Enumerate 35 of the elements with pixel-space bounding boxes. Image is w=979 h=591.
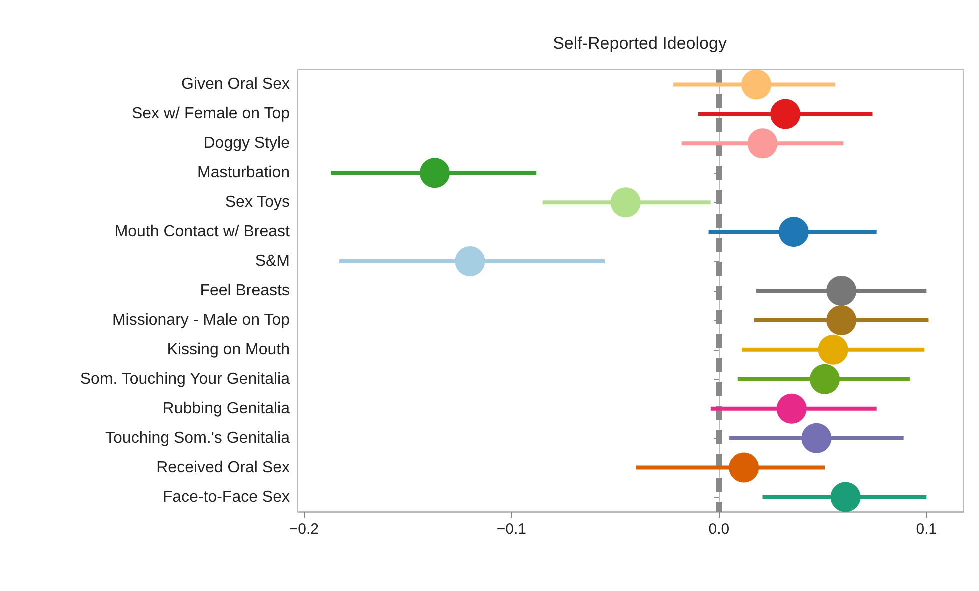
y-tick-label: Mouth Contact w/ Breast: [114, 224, 291, 241]
point: [826, 276, 857, 306]
chart-title: Self-Reported Ideology: [553, 34, 728, 53]
x-tick-label: −0.2: [289, 521, 320, 538]
point: [830, 482, 861, 512]
point: [420, 158, 450, 188]
point: [742, 70, 772, 100]
y-tick-label: Given Oral Sex: [182, 76, 290, 94]
y-tick-label: Sex Toys: [225, 194, 290, 212]
y-tick-label: Kissing on Mouth: [167, 341, 290, 358]
point: [748, 128, 778, 159]
y-tick-label: Received Oral Sex: [156, 459, 290, 476]
y-tick-label: Rubbing Genitalia: [162, 400, 290, 418]
y-tick-label: Face-to-Face Sex: [162, 488, 290, 506]
point: [818, 334, 848, 365]
y-tick-label: Feel Breasts: [200, 282, 290, 300]
point: [770, 99, 801, 130]
y-tick-label: Touching Som.'s Genitalia: [106, 430, 290, 447]
point: [810, 364, 840, 394]
x-tick-label: −0.1: [496, 521, 527, 538]
y-tick-label: Missionary - Male on Top: [112, 312, 290, 329]
point: [455, 246, 486, 277]
y-tick-label: S&M: [255, 253, 290, 270]
point: [826, 305, 857, 336]
point: [778, 217, 809, 248]
y-tick-label: Sex w/ Female on Top: [132, 106, 290, 123]
point: [776, 394, 807, 424]
point: [802, 423, 832, 454]
point: [729, 452, 760, 483]
y-tick-label: Masturbation: [198, 164, 290, 182]
x-tick-label: 0.0: [708, 521, 730, 538]
x-tick-label: 0.1: [916, 521, 938, 538]
y-tick-label: Som. Touching Your Genitalia: [80, 370, 290, 388]
point: [610, 188, 641, 218]
y-tick-label: Doggy Style: [204, 135, 290, 152]
